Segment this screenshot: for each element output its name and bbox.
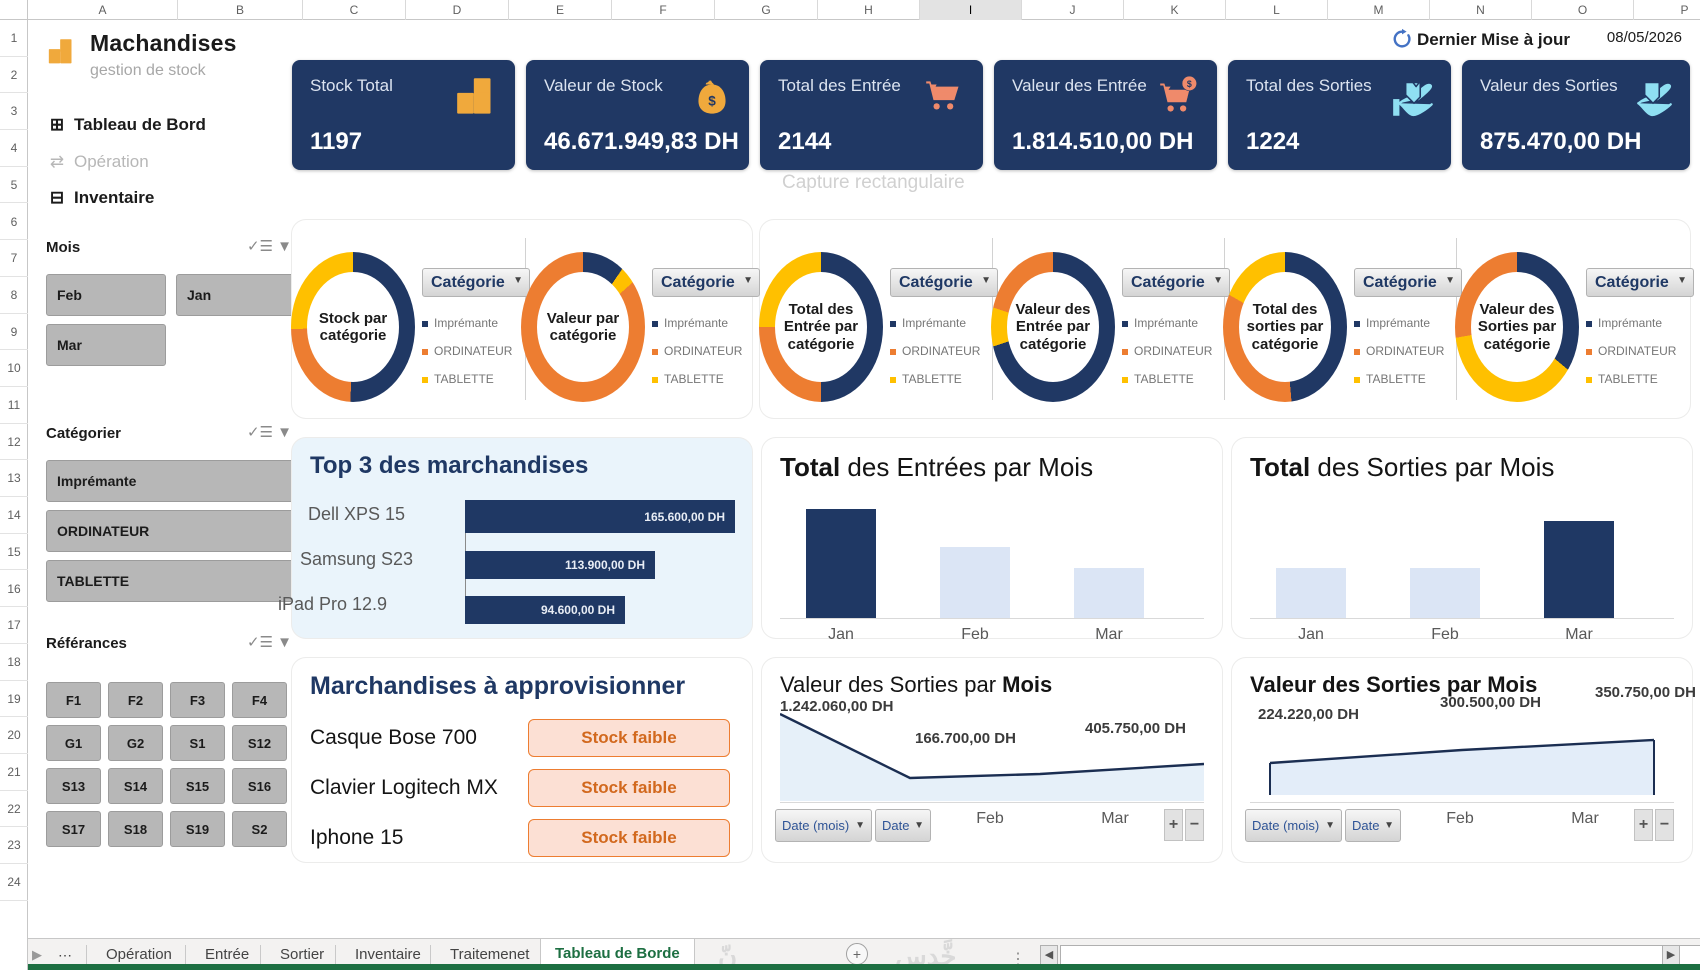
svg-text:$: $: [1187, 79, 1192, 89]
svg-text:$: $: [708, 93, 716, 108]
